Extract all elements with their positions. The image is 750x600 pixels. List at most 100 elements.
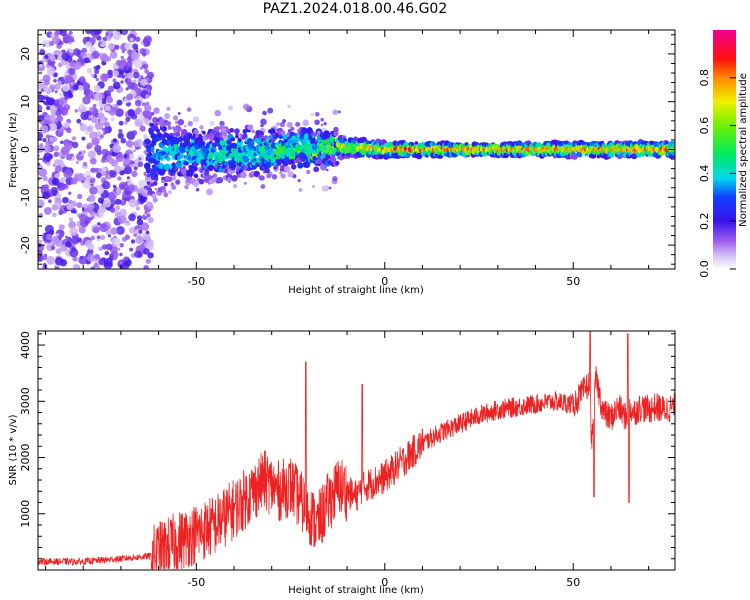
spectral-blob xyxy=(55,257,64,266)
spectral-blob xyxy=(156,118,160,122)
spectral-blob xyxy=(51,177,60,186)
spectral-blob xyxy=(262,110,267,116)
spectral-blob xyxy=(145,105,152,112)
spectral-blob xyxy=(264,135,268,140)
spectral-blob xyxy=(193,129,199,135)
spectral-blob xyxy=(279,121,285,128)
spectral-blob xyxy=(52,212,57,218)
spectral-blob xyxy=(278,134,283,140)
spectral-blob xyxy=(43,144,51,153)
spectral-blob xyxy=(143,150,147,154)
spectral-blob xyxy=(672,143,675,147)
spectral-blob xyxy=(167,176,173,183)
spectral-blob xyxy=(298,188,303,192)
spectral-blob xyxy=(101,148,109,156)
spectral-blob xyxy=(77,193,83,200)
spectral-blob xyxy=(233,184,238,189)
spectral-blob xyxy=(110,227,118,235)
spectral-blob xyxy=(142,232,151,241)
spectral-blob xyxy=(260,123,264,128)
spectral-blob xyxy=(61,52,70,61)
spectral-blob xyxy=(150,112,155,116)
spectral-blob xyxy=(88,106,94,112)
spectral-blob xyxy=(102,181,111,190)
spectral-blob xyxy=(286,121,293,128)
colorbar-tick-label: 0.0 xyxy=(698,260,711,278)
spectral-blob xyxy=(54,173,60,179)
spectral-blob xyxy=(50,245,56,251)
spectral-blob xyxy=(143,248,150,255)
spectral-blob xyxy=(146,139,151,144)
spectral-blob xyxy=(591,154,596,158)
spectral-blob xyxy=(56,182,66,191)
spectrogram-xtick-label: 0 xyxy=(381,275,388,288)
spectral-blob xyxy=(70,177,78,185)
spectral-blob xyxy=(195,187,200,192)
spectral-blob xyxy=(48,199,52,203)
spectrogram-axes: -50 0 50 -20 -10 0 10 20 xyxy=(19,30,675,288)
spectral-blob xyxy=(90,167,96,173)
spectrogram-panel: -50 0 50 -20 -10 0 10 20 Height of straight lin… xyxy=(8,29,676,296)
spectral-blob xyxy=(243,182,247,185)
spectral-blob xyxy=(283,161,289,167)
spectral-blob xyxy=(82,150,87,154)
spectral-blob xyxy=(235,134,239,139)
spectral-blob xyxy=(76,172,85,181)
spectral-blob xyxy=(83,57,90,64)
snr-xtick-label: 0 xyxy=(381,576,388,589)
spectral-blob xyxy=(95,172,102,179)
spectral-blob xyxy=(117,132,124,139)
spectral-blob xyxy=(49,55,56,62)
spectral-blob xyxy=(596,154,601,159)
spectral-blob xyxy=(42,175,48,181)
spectral-blob xyxy=(116,99,123,106)
snr-ytick-label: 1000 xyxy=(19,500,32,528)
spectral-blob xyxy=(109,44,115,49)
spectral-blob xyxy=(102,166,107,172)
spectral-blob xyxy=(268,135,272,140)
spectral-blob xyxy=(76,118,82,124)
spectral-blob xyxy=(127,109,136,117)
spectral-blob xyxy=(131,130,138,136)
spectrogram-ytick-label: 20 xyxy=(19,47,32,61)
spectral-blob xyxy=(333,130,339,137)
spectrogram-xlabel: Height of straight line (km) xyxy=(288,285,424,296)
spectral-blob xyxy=(56,43,62,49)
spectral-blob xyxy=(71,210,75,214)
spectral-blob xyxy=(133,141,140,148)
colorbar-tick-label: 0.2 xyxy=(698,212,711,230)
spectral-blob xyxy=(57,159,64,166)
spectrogram-xtick-label: 50 xyxy=(566,275,580,288)
spectral-blob xyxy=(127,184,136,192)
spectral-blob xyxy=(148,148,152,153)
spectral-blob xyxy=(126,178,131,183)
spectral-blob xyxy=(46,66,56,76)
spectral-blob xyxy=(92,226,100,234)
spectral-blob xyxy=(212,177,217,181)
spectral-blob xyxy=(132,79,137,84)
spectral-blob xyxy=(66,168,70,171)
spectral-blob xyxy=(130,82,139,91)
spectral-blob xyxy=(301,127,308,134)
spectral-blob xyxy=(131,160,135,165)
spectral-blob xyxy=(95,212,100,217)
spectral-blob xyxy=(92,103,97,108)
spectral-blob xyxy=(89,179,94,184)
snr-xtick-label: 50 xyxy=(566,576,580,589)
spectral-blob xyxy=(323,122,327,126)
spectral-blob xyxy=(116,189,120,193)
spectral-blob xyxy=(282,119,286,123)
colorbar-tick-label: 0.6 xyxy=(698,117,711,135)
spectral-blob xyxy=(200,140,206,147)
spectral-blob xyxy=(325,153,331,160)
spectral-blob xyxy=(216,176,224,184)
spectral-blob xyxy=(335,160,340,166)
spectral-blob xyxy=(99,223,109,233)
spectral-blob xyxy=(50,236,60,245)
spectral-blob xyxy=(117,176,122,181)
spectral-blob xyxy=(81,180,85,184)
spectral-blob xyxy=(315,112,320,117)
spectral-blob xyxy=(85,30,92,35)
spectral-blob xyxy=(104,250,110,256)
spectral-blob xyxy=(313,166,320,173)
